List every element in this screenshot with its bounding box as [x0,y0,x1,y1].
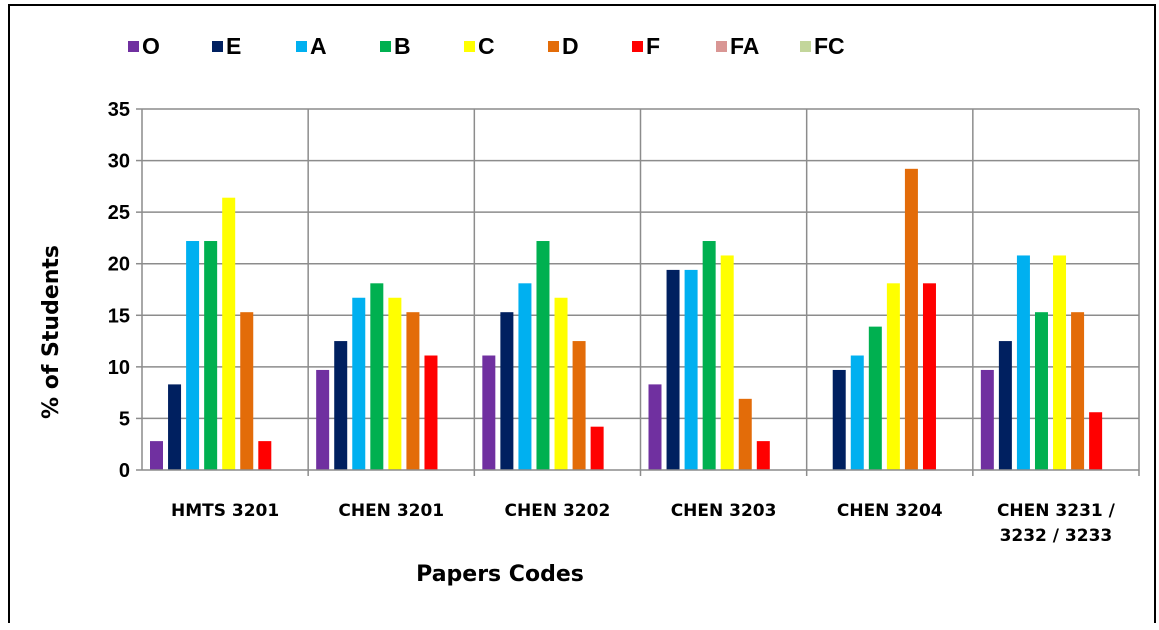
bar-e-0 [168,384,182,470]
bar-d-1 [406,312,420,470]
bar-d-2 [572,341,586,470]
bar-d-4 [904,168,918,470]
bar-o-1 [316,369,330,470]
bar-c-3 [720,255,734,470]
chart-legend: O E A B C D F FA FC [128,33,845,59]
grid-lines [142,108,1140,476]
legend-label-fc: FC [814,33,845,59]
y-tick-label: 35 [108,99,130,121]
legend-label-a: A [310,33,327,59]
legend-label-f: F [646,33,660,59]
bar-a-5 [1016,255,1030,470]
x-tick-label: CHEN 3231 / [997,501,1116,521]
y-tick-label: 5 [119,408,130,430]
bar-o-2 [482,355,496,470]
bar-c-2 [554,297,568,470]
bar-e-1 [334,341,348,470]
bar-b-2 [536,241,550,470]
x-tick-label: CHEN 3204 [837,501,943,521]
y-axis-title: % of Students [39,245,64,419]
bar-d-3 [738,398,752,470]
y-tick-label: 15 [108,305,130,327]
bar-f-5 [1089,412,1103,470]
legend-swatch-d [548,41,559,52]
legend-label-d: D [562,33,579,59]
bar-c-5 [1053,255,1067,470]
x-tick-label: 3232 / 3233 [1000,526,1113,546]
bar-a-3 [684,269,698,470]
bar-a-2 [518,283,532,470]
bar-c-4 [886,283,900,470]
legend-label-o: O [142,33,160,59]
bar-b-4 [868,326,882,470]
bars [150,168,1103,470]
bar-f-3 [756,441,770,470]
y-tick-label: 25 [108,202,130,224]
x-tick-label: CHEN 3202 [505,501,611,521]
chart-frame: O E A B C D F FA FC 0 5 10 15 20 25 30 35 HMTS 3201 CHEN… [8,4,1156,623]
legend-swatch-o [128,41,139,52]
bar-b-1 [370,283,384,470]
legend-swatch-f [632,41,643,52]
x-axis-title: Papers Codes [416,562,584,587]
bar-a-0 [186,241,200,470]
legend-label-fa: FA [730,33,759,59]
bar-b-0 [204,241,218,470]
bar-a-1 [352,297,366,470]
x-tick-label: HMTS 3201 [171,501,279,521]
bar-e-5 [998,341,1012,470]
legend-label-c: C [478,33,495,59]
y-tick-label: 30 [108,151,130,173]
bar-o-5 [980,369,994,470]
x-axis-ticks: HMTS 3201 CHEN 3201 CHEN 3202 CHEN 3203 CHEN… [171,501,1116,546]
bar-d-5 [1071,312,1085,470]
bar-b-3 [702,241,716,470]
bar-f-2 [590,426,604,470]
bar-a-4 [850,355,864,470]
bar-o-0 [150,441,163,470]
bar-c-1 [388,297,402,470]
x-tick-label: CHEN 3203 [671,501,777,521]
x-tick-label: CHEN 3201 [338,501,444,521]
bar-b-5 [1034,312,1048,470]
y-tick-label: 0 [119,460,130,482]
bar-c-0 [222,197,236,470]
legend-swatch-e [212,41,223,52]
y-axis-ticks: 0 5 10 15 20 25 30 35 [108,99,142,482]
bar-e-3 [666,269,680,470]
legend-label-b: B [394,33,411,59]
bar-chart: O E A B C D F FA FC 0 5 10 15 20 25 30 35 HMTS 3201 CHEN… [39,33,1140,587]
legend-swatch-b [380,41,391,52]
bar-f-4 [922,283,936,470]
legend-swatch-fc [800,41,811,52]
bar-f-1 [424,355,438,470]
bar-e-2 [500,312,514,470]
bar-o-3 [648,384,662,470]
y-tick-label: 10 [108,357,130,379]
y-tick-label: 20 [108,254,130,276]
legend-swatch-fa [716,41,727,52]
legend-label-e: E [226,33,241,59]
bar-d-0 [240,312,254,470]
bar-f-0 [258,441,272,470]
axes [141,109,1139,471]
bar-e-4 [832,369,846,470]
legend-swatch-c [464,41,475,52]
legend-swatch-a [296,41,307,52]
